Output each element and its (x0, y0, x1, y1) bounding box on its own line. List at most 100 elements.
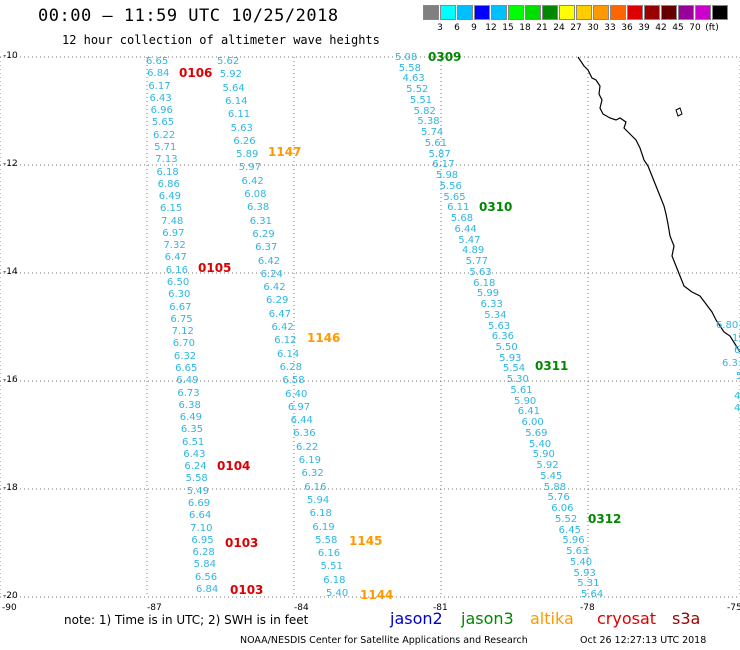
wave-height-value: 4 (734, 403, 740, 414)
wave-height-value: 5.30 (506, 374, 529, 386)
wave-height-value: 6.18 (323, 574, 346, 586)
wave-height-value: 5.58 (398, 62, 421, 74)
wave-height-value: 5.63 (488, 320, 511, 332)
wave-height-value: 6.18 (156, 166, 179, 178)
color-scale-label: 3 (437, 23, 443, 33)
color-swatch (474, 5, 490, 20)
wave-height-value: 6.26 (233, 135, 256, 147)
wave-height-value: 6.65 (175, 362, 198, 374)
wave-height-value: 6.84 (196, 584, 219, 595)
wave-height-value: 6.42 (241, 175, 264, 187)
color-scale-label: 12 (485, 23, 497, 33)
wave-height-value: 6.95 (191, 534, 214, 546)
wave-height-value: 5.90 (514, 395, 537, 407)
wave-height-value: 6.67 (169, 301, 192, 313)
wave-height-value: 6.18 (309, 508, 332, 520)
wave-height-value: 6.70 (172, 338, 195, 350)
wave-height-value: 5.92 (536, 460, 559, 472)
wave-height-value: 6.17 (148, 80, 171, 92)
wave-height-value: 6.45 (558, 524, 581, 536)
latitude-label: -18 (3, 483, 18, 493)
legend-item-s3a: s3a (672, 609, 701, 628)
latitude-label: -10 (3, 51, 18, 61)
color-swatch (457, 5, 473, 20)
wave-height-value: 5.63 (566, 546, 589, 558)
wave-height-value: 6.86 (157, 178, 180, 190)
wave-height-value: 6.24 (184, 461, 207, 473)
wave-height-value: 5.71 (154, 141, 177, 153)
wave-height-value: 19 (732, 333, 740, 344)
wave-height-value: 5.97 (238, 162, 262, 174)
wave-height-value: 6.75 (170, 313, 193, 325)
wave-height-value: 4.89 (461, 245, 485, 257)
wave-height-value: 5.68 (450, 213, 474, 225)
color-swatch (525, 5, 541, 20)
wave-height-value: 5.87 (428, 148, 451, 160)
color-swatch (423, 5, 439, 20)
color-scale-label: 6 (454, 23, 460, 33)
credit-text: NOAA/NESDIS Center for Satellite Applica… (240, 635, 528, 646)
wave-height-value: 6.14 (225, 95, 248, 107)
pass-time-label: 1146 (307, 331, 341, 345)
wave-height-value: 4 (734, 391, 740, 402)
color-swatch (508, 5, 524, 20)
wave-height-value: 6.96 (150, 105, 173, 117)
wave-height-value: 5.98 (435, 170, 459, 182)
color-swatch (593, 5, 609, 20)
color-scale-label: 15 (502, 23, 514, 33)
wave-height-value: 6.42 (257, 255, 281, 267)
wave-height-value: 5.61 (424, 137, 448, 149)
wave-height-value: 5.93 (573, 567, 596, 579)
wave-height-value: 6.16 (317, 548, 341, 560)
page-title: 00:00 – 11:59 UTC 10/25/2018 (38, 6, 339, 26)
pass-time-label: 1145 (349, 534, 383, 548)
wave-height-value: 6.97 (162, 227, 185, 239)
wave-height-value: 5.76 (547, 492, 570, 504)
wave-height-value: 5.61 (510, 384, 533, 396)
wave-height-value: 5.40 (528, 438, 552, 450)
wave-height-value: 6.31 (249, 215, 272, 227)
pass-time-label: 0105 (198, 261, 232, 275)
wave-height-value: 6.11 (227, 109, 251, 121)
longitude-label: -78 (580, 603, 595, 613)
wave-height-value: 6 (734, 345, 740, 356)
wave-height-value: 5.93 (499, 352, 522, 364)
wave-height-value: 7.13 (155, 154, 178, 166)
wave-height-value: 5.31 (577, 578, 600, 590)
wave-height-value: 6.49 (179, 412, 202, 424)
wave-height-value: 6.3 (722, 358, 738, 369)
pass-time-label: 0106 (179, 66, 213, 80)
wave-height-value: 6.35 (180, 424, 204, 436)
wave-height-value: 6.06 (551, 503, 574, 515)
color-swatch (678, 5, 694, 20)
wave-height-value: 6.38 (178, 399, 201, 411)
color-swatch (644, 5, 660, 20)
wave-height-value: 5.56 (439, 180, 462, 192)
wave-height-value: 5.51 (409, 94, 433, 106)
legend-item-altika: altika (530, 609, 574, 628)
wave-height-value: 5.64 (581, 589, 604, 600)
wave-height-value: 6.40 (285, 388, 308, 400)
wave-height-value: 6.32 (301, 468, 324, 480)
wave-height-value: 6.64 (189, 510, 212, 522)
wave-height-value: 7.10 (190, 522, 213, 534)
wave-height-value: 5.51 (320, 561, 343, 573)
wave-height-value: 6.14 (276, 348, 300, 360)
wave-height-value: 5.65 (151, 117, 175, 129)
island (675, 107, 683, 117)
color-swatch (627, 5, 643, 20)
wave-height-value: 6.43 (183, 448, 206, 460)
wave-height-value: 6.80 (716, 320, 739, 331)
wave-height-value: 4.63 (402, 73, 425, 85)
color-scale-label: 21 (536, 23, 548, 33)
color-scale-label: 36 (621, 23, 633, 33)
wave-height-value: 5.58 (185, 473, 208, 485)
wave-height-value: 6.15 (159, 203, 183, 215)
wave-height-value: 6.42 (271, 322, 294, 333)
color-swatch (559, 5, 575, 20)
pass-time-label: 1144 (360, 588, 394, 602)
pass-time-label: 0312 (588, 512, 622, 526)
color-swatch (661, 5, 677, 20)
wave-height-value: 6.38 (246, 202, 270, 214)
